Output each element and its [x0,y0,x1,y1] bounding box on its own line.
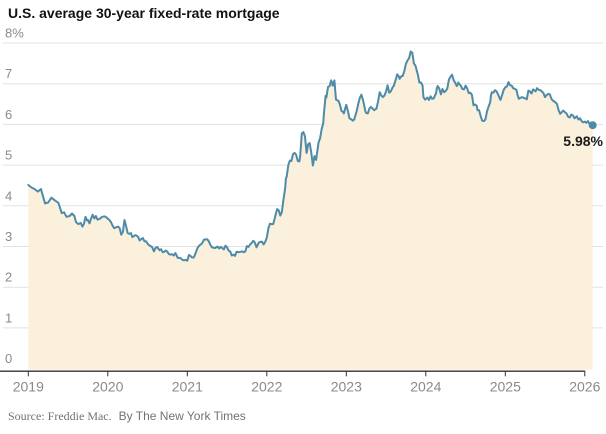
y-tick-label: 6 [5,107,12,122]
x-tick-label: 2024 [410,379,441,395]
area-fill [28,51,593,370]
y-tick-label: 1 [5,310,12,325]
x-tick-label: 2020 [92,379,123,395]
x-tick-label: 2021 [172,379,203,395]
y-tick-label: 0 [5,351,12,366]
x-tick-label: 2026 [569,379,600,395]
endpoint-dot [588,121,597,130]
y-tick-label: 4 [5,188,12,203]
rate-line [27,50,594,262]
y-tick-label: 3 [5,229,12,244]
byline-text: By The New York Times [118,409,246,423]
latest-rate-annotation: 5.98% [563,133,603,149]
x-tick-label: 2022 [251,379,282,395]
y-tick-label: 2 [5,270,12,285]
chart-title: U.S. average 30-year fixed-rate mortgage [8,5,280,21]
x-tick-label: 2023 [331,379,362,395]
chart-canvas: 2019 2020 2021 2022 2023 2024 2025 2026 8% 7 6 5 4 3 2… [0,26,603,395]
x-axis-labels: 2019 2020 2021 2022 2023 2024 2025 2026 [13,379,601,395]
x-axis-ticks [27,370,586,377]
y-tick-label: 5 [5,148,12,163]
x-tick-label: 2019 [13,379,44,395]
y-axis-labels: 8% 7 6 5 4 3 2 1 0 [5,26,24,367]
source-line: Source: Freddie Mac. By The New York Time… [8,409,246,424]
source-text: Source: Freddie Mac. [8,409,112,423]
y-tick-label: 7 [5,66,12,81]
x-tick-label: 2025 [490,379,521,395]
y-tick-label: 8% [5,26,24,41]
